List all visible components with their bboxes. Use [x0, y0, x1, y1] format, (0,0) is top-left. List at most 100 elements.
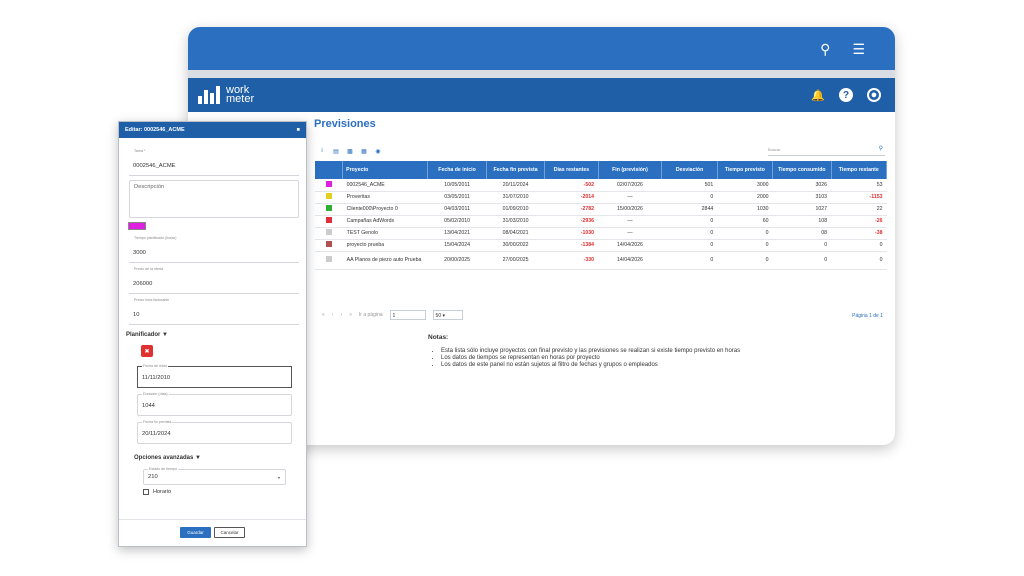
- workmeter-logo[interactable]: work meter: [198, 85, 255, 105]
- column-header[interactable]: Tiempo restante: [831, 161, 888, 179]
- opciones-avanzadas-toggle[interactable]: Opciones avanzadas ▼: [134, 455, 201, 461]
- table-search-input[interactable]: Buscar ⚲: [768, 145, 885, 156]
- cell-fin: 31/07/2010: [486, 191, 545, 204]
- forecast-table: Proyecto Fecha de inicio Fecha fin previ…: [315, 161, 888, 270]
- project-color-swatch: [325, 180, 332, 187]
- notes-title: Notas:: [428, 334, 449, 341]
- page-size-select[interactable]: 50 ▾: [432, 310, 463, 320]
- table-row[interactable]: Cliente000\Proyecto 0 04/03/2011 01/09/201…: [315, 203, 887, 216]
- table-row[interactable]: AA Planos de piezo auto Prueba 20/00/2025…: [315, 251, 887, 270]
- notes-section: Notas: Esta lista sólo incluye proyectos…: [428, 334, 740, 369]
- cell-proyecto: Campañas AdWords: [342, 215, 428, 228]
- fecha-inicio-field[interactable]: Fecha de inicio 11/11/2010: [137, 364, 292, 388]
- page-info: Página 1 de 1: [852, 313, 883, 319]
- user-account-icon[interactable]: ●: [867, 88, 881, 102]
- estado-tiempo-select[interactable]: Estado de tiempo 210 ▾: [143, 467, 286, 485]
- tiempo-planificado-field[interactable]: Tiempo planificado (horas) 3000: [129, 236, 299, 263]
- cell-desviacion: 0: [661, 239, 718, 252]
- cancel-button[interactable]: Cancelar: [214, 527, 245, 538]
- project-color-swatch: [325, 193, 332, 199]
- first-page-icon[interactable]: «: [322, 312, 325, 318]
- cell-inicio: 20/00/2025: [427, 251, 487, 270]
- cell-restante: 0: [831, 251, 887, 270]
- note-item: Esta lista sólo incluye proyectos con fi…: [441, 348, 740, 355]
- main-content: Previsiones i ▤ ▩ ▦ ◉ Buscar ⚲ Proyecto …: [188, 112, 895, 445]
- descripcion-field[interactable]: Descripción: [129, 180, 299, 218]
- edit-panel-title: Editar: 0002546_ACME: [125, 127, 185, 133]
- logo-line2: meter: [226, 93, 255, 105]
- cell-consumido: 108: [772, 215, 832, 228]
- go-to-page-label: Ir a página: [358, 312, 383, 318]
- cell-fin: 27/00/2025: [486, 251, 545, 270]
- info-icon[interactable]: i: [321, 148, 323, 154]
- table-row[interactable]: 0002546_ACME 10/05/2011 20/11/2024 -502 02/0…: [315, 179, 887, 192]
- table-row[interactable]: Proveritas 03/05/2011 31/07/2010 -2014—0 200…: [315, 191, 887, 204]
- cell-prevision: 14/04/2026: [598, 251, 662, 270]
- cell-dias: -2014: [544, 191, 599, 204]
- note-item: Los datos de este panel no están sujetos…: [441, 362, 740, 369]
- search-icon[interactable]: ⚲: [878, 146, 883, 152]
- note-item: Los datos de tiempos se representan en h…: [441, 355, 740, 362]
- search-icon[interactable]: ⚲: [820, 40, 831, 57]
- table-row[interactable]: TEST Genolo 13/04/2021 08/04/2021 -1030—0 0 0…: [315, 227, 887, 240]
- table-row[interactable]: proyecto prueba 15/04/2024 30/00/2022 -1384…: [315, 239, 887, 252]
- cell-prevision: 02/07/2026: [598, 179, 662, 192]
- planificador-toggle[interactable]: Planificador ▼: [126, 332, 168, 338]
- column-header[interactable]: Fin (previsión): [598, 161, 663, 179]
- column-header[interactable]: Tiempo consumido: [772, 161, 832, 179]
- last-page-icon[interactable]: »: [349, 312, 352, 318]
- column-header[interactable]: Fecha de inicio: [427, 161, 487, 179]
- cell-inicio: 05/02/2010: [427, 215, 487, 228]
- cell-inicio: 03/05/2011: [427, 191, 487, 204]
- column-header[interactable]: Desviación: [661, 161, 718, 179]
- cell-prevision: 15/00/2026: [598, 203, 662, 216]
- notes-list: Esta lista sólo incluye proyectos con fi…: [428, 348, 740, 369]
- horario-checkbox[interactable]: Horario: [143, 489, 171, 495]
- cell-previsto: 0: [717, 227, 773, 240]
- edit-panel: Editar: 0002546_ACME ■ Tarea * 0002546_A…: [118, 121, 307, 547]
- help-icon[interactable]: ?: [839, 88, 853, 102]
- checkbox-box[interactable]: [143, 489, 149, 495]
- export-pdf-icon[interactable]: ▤: [333, 148, 339, 155]
- project-color-swatch: [325, 256, 332, 262]
- cell-restante: -1153: [831, 191, 887, 204]
- next-page-icon[interactable]: ›: [340, 312, 343, 318]
- export-toolbar: i ▤ ▩ ▦ ◉: [318, 147, 382, 155]
- column-header[interactable]: Tiempo previsto: [717, 161, 774, 179]
- edit-panel-header: Editar: 0002546_ACME ■: [119, 122, 306, 138]
- save-button[interactable]: Guardar: [180, 527, 211, 538]
- cell-restante: 0: [831, 239, 887, 252]
- cell-dias: -330: [544, 251, 599, 270]
- logo-bars-icon: [198, 86, 220, 104]
- column-header[interactable]: Días restantes: [544, 161, 599, 179]
- column-header[interactable]: Fecha fin prevista: [486, 161, 546, 179]
- cell-consumido: 0: [772, 251, 832, 270]
- close-icon[interactable]: ■: [296, 127, 300, 133]
- project-color-swatch: [325, 241, 332, 247]
- column-header[interactable]: Proyecto: [342, 161, 429, 179]
- tarea-field[interactable]: Tarea * 0002546_ACME: [129, 149, 299, 176]
- precio-oferta-field[interactable]: Precio de la oferta 206000: [129, 267, 299, 294]
- color-picker[interactable]: [128, 222, 146, 230]
- prev-page-icon[interactable]: ‹: [331, 312, 334, 318]
- cell-dias: -2936: [544, 215, 599, 228]
- notifications-bell-icon[interactable]: 🔔: [811, 89, 825, 102]
- table-row[interactable]: Campañas AdWords 05/02/2010 31/03/2010 -293…: [315, 215, 887, 228]
- page-number-input[interactable]: 1: [389, 310, 426, 320]
- cell-dias: -1030: [544, 227, 599, 240]
- project-color-swatch: [325, 229, 332, 235]
- cell-inicio: 15/04/2024: [427, 239, 487, 252]
- precio-hora-field[interactable]: Precio hora facturable 10: [129, 298, 299, 325]
- cell-consumido: 3103: [772, 191, 832, 204]
- fecha-fin-field[interactable]: Fecha fin prevista 20/11/2024: [137, 420, 292, 444]
- cell-desviacion: 501: [661, 179, 718, 192]
- print-icon[interactable]: ◉: [375, 148, 381, 155]
- hamburger-menu-icon[interactable]: ☰: [852, 40, 865, 57]
- cell-fin: 20/11/2024: [486, 179, 545, 192]
- cell-fin: 30/00/2022: [486, 239, 545, 252]
- duracion-field[interactable]: Duración (días) 1044: [137, 392, 292, 416]
- export-excel-icon[interactable]: ▩: [347, 148, 353, 155]
- trash-icon[interactable]: ✖: [141, 345, 153, 357]
- export-doc-icon[interactable]: ▦: [361, 148, 367, 155]
